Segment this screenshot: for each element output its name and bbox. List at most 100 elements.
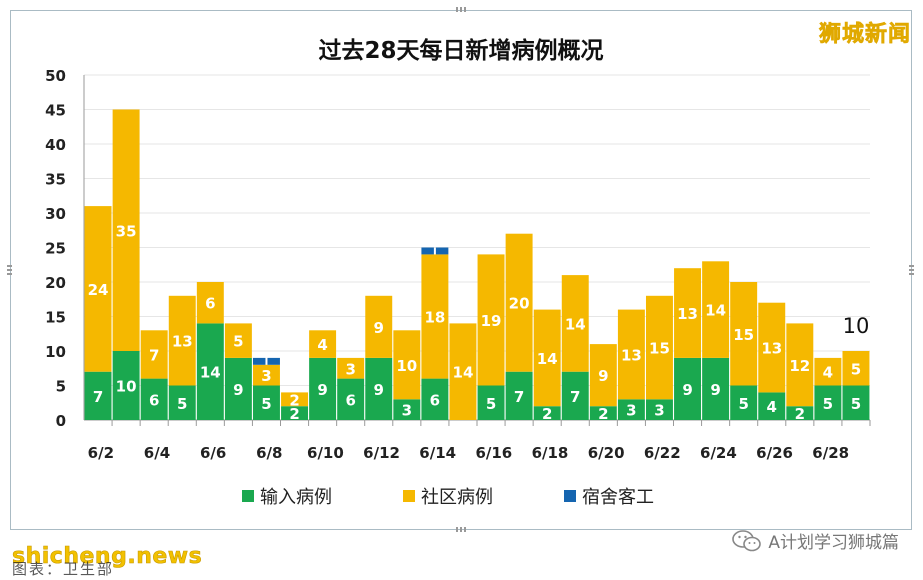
bar-label-import: 3: [654, 402, 664, 420]
x-tick-label: 6/26: [756, 444, 793, 462]
chart-frame: [10, 10, 912, 530]
legend-label: 输入病例: [260, 487, 332, 508]
legend-swatch: [242, 490, 254, 502]
bar-label-community: 5: [851, 360, 861, 378]
bar-community: [589, 344, 617, 407]
brand-logo-text: 狮城新闻: [818, 22, 911, 48]
bar-community: [702, 261, 730, 358]
bar-community: [449, 323, 477, 420]
y-tick-label: 50: [45, 67, 66, 85]
y-tick-label: 15: [45, 309, 66, 327]
resize-handle-right[interactable]: [909, 263, 914, 275]
wechat-icon: [732, 529, 762, 551]
bar-import: [814, 385, 842, 420]
chart-title: 过去28天每日新增病例概况: [318, 37, 603, 64]
bar-label-community: 13: [761, 340, 782, 358]
bar-community: [365, 295, 393, 358]
y-tick-label: 5: [56, 378, 66, 396]
bar-label-import: 9: [374, 381, 384, 399]
bar-label-import: 2: [542, 405, 552, 423]
bar-label-community: 5: [233, 333, 243, 351]
bar-label-import: 3: [626, 402, 636, 420]
bar-label-import: 2: [598, 405, 608, 423]
bar-label-community: 24: [88, 281, 109, 299]
bar-label-community: 14: [537, 350, 558, 368]
x-tick-label: 6/20: [588, 444, 625, 462]
bar-label-import: 6: [345, 391, 355, 409]
watermark-text: shicheng.news: [12, 544, 203, 570]
bar-label-community: 9: [598, 367, 608, 385]
resize-handle-bottom[interactable]: [456, 527, 468, 532]
bar-label-community: 14: [565, 315, 586, 333]
y-tick-label: 25: [45, 240, 66, 258]
bar-community: [730, 282, 758, 386]
bar-import: [477, 385, 505, 420]
x-tick-label: 6/28: [812, 444, 849, 462]
bar-label-community: 18: [424, 309, 445, 327]
bar-community: [281, 392, 309, 407]
bar-import: [337, 378, 365, 420]
bar-import: [589, 406, 617, 420]
y-tick-label: 35: [45, 171, 66, 189]
bar-community: [112, 109, 140, 351]
bar-import: [309, 357, 337, 420]
bar-community: [645, 295, 673, 400]
bar-label-import: 9: [682, 381, 692, 399]
bar-community: [533, 309, 561, 407]
x-tick-label: 6/22: [644, 444, 681, 462]
bar-label-community: 12: [789, 357, 810, 375]
x-tick-label: 6/24: [700, 444, 737, 462]
x-tick-label: 6/2: [88, 444, 114, 462]
bar-label-import: 14: [200, 364, 221, 382]
x-tick-label: 6/18: [532, 444, 569, 462]
legend-label: 社区病例: [421, 487, 493, 508]
bar-import: [758, 392, 786, 420]
bar-label-community: 4: [317, 336, 327, 354]
bar-import: [168, 385, 196, 420]
bar-label-community: 13: [621, 346, 642, 364]
bar-label-community: 3: [345, 360, 355, 378]
bar-import: [421, 378, 449, 420]
bar-label-community: 6: [205, 295, 215, 313]
bar-import: [561, 371, 589, 420]
bar-community: [786, 323, 814, 407]
bar-import: [112, 351, 140, 420]
y-tick-label: 40: [45, 136, 66, 154]
bar-label-import: 7: [93, 388, 103, 406]
bar-label-community: 19: [481, 312, 502, 330]
bar-community: [393, 330, 421, 400]
bar-label-import: 7: [514, 388, 524, 406]
bar-community: [758, 302, 786, 393]
bar-label-import: 9: [317, 381, 327, 399]
x-tick-label: 6/14: [419, 444, 456, 462]
bar-import: [533, 406, 561, 420]
bar-community: [168, 295, 196, 386]
y-tick-label: 30: [45, 205, 66, 223]
bar-label-import: 9: [233, 381, 243, 399]
bar-dorm: [421, 247, 434, 255]
bar-label-import: 5: [738, 395, 748, 413]
legend-swatch: [403, 490, 415, 502]
bar-dorm: [435, 247, 449, 255]
bar-community: [674, 268, 702, 358]
bar-import: [224, 357, 252, 420]
bar-label-import: 3: [402, 402, 412, 420]
bar-label-community: 4: [823, 364, 833, 382]
bar-import: [84, 371, 112, 420]
bar-community: [814, 357, 842, 386]
x-tick-label: 6/16: [475, 444, 512, 462]
bar-community: [505, 233, 533, 372]
bar-label-import: 5: [823, 395, 833, 413]
bar-community: [309, 330, 337, 358]
bar-label-import: 5: [177, 395, 187, 413]
bar-label-import: 4: [767, 398, 777, 416]
wechat-account-name: A计划学习狮城篇: [768, 533, 899, 553]
y-tick-label: 45: [45, 102, 66, 120]
bar-label-import: 6: [430, 391, 440, 409]
bar-import: [252, 385, 280, 420]
bar-community: [617, 309, 645, 400]
resize-handle-left[interactable]: [7, 263, 12, 275]
bar-label-import: 5: [851, 395, 861, 413]
bar-community: [337, 357, 365, 379]
resize-handle-top[interactable]: [456, 7, 468, 12]
